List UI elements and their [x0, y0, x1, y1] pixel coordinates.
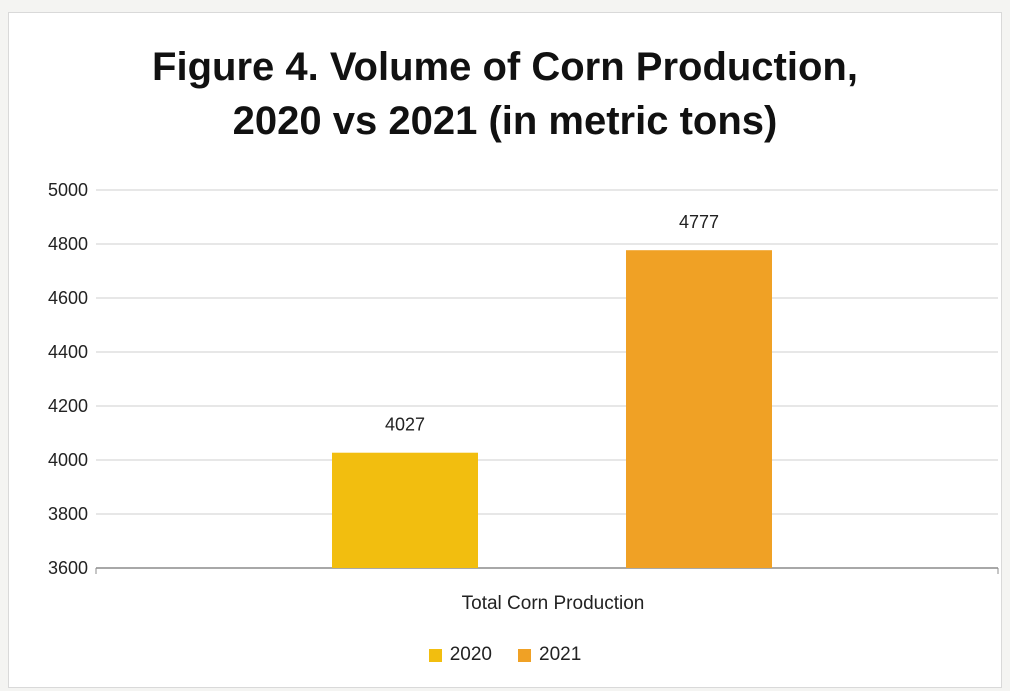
data-labels: 4027 4777	[385, 212, 719, 434]
y-tick-label: 4400	[48, 342, 88, 362]
bar-2021	[626, 250, 772, 568]
x-category-label: Total Corn Production	[462, 593, 645, 614]
y-tick-label: 4600	[48, 288, 88, 308]
y-axis: 3600 3800 4000 4200 4400 4600 4800 5000	[48, 180, 88, 578]
gridlines	[95, 189, 999, 574]
y-tick-label: 5000	[48, 180, 88, 200]
chart-title-line-2: 2020 vs 2021 (in metric tons)	[232, 99, 778, 143]
y-tick-label: 3800	[48, 504, 88, 524]
y-tick-label: 4800	[48, 234, 88, 254]
legend-label-2021: 2021	[539, 644, 582, 665]
y-tick-label: 4200	[48, 396, 88, 416]
chart-title: Figure 4. Volume of Corn Production, 202…	[0, 40, 1010, 148]
legend: 2020 2021	[0, 644, 1010, 666]
legend-swatch-2020	[428, 648, 442, 662]
y-tick-label: 4000	[48, 450, 88, 470]
data-label-2021: 4777	[679, 212, 719, 232]
legend-item-2021: 2021	[518, 644, 581, 666]
legend-label-2020: 2020	[449, 644, 492, 665]
chart-frame	[8, 12, 1002, 688]
bar-2020	[332, 452, 478, 568]
chart-title-line-1: Figure 4. Volume of Corn Production,	[152, 45, 858, 89]
legend-swatch-2021	[518, 648, 531, 662]
data-label-2020: 4027	[385, 415, 425, 435]
legend-item-2020: 2020	[428, 644, 492, 666]
y-tick-label: 3600	[48, 558, 88, 578]
bars	[332, 250, 772, 568]
